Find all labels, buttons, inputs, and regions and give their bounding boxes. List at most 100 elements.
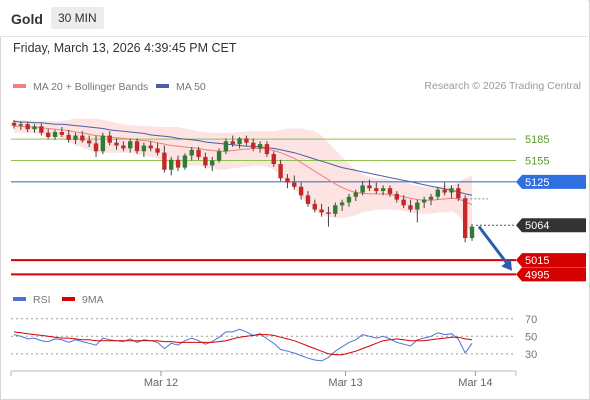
candle [312,199,317,213]
timeframe-button[interactable]: 30 MIN [51,7,104,29]
candle [367,179,372,192]
candle [93,135,99,157]
ma50-swatch-icon [156,84,169,89]
candle [428,193,434,206]
candle [100,132,106,155]
candle-body [32,126,37,130]
candle [271,151,276,167]
candle-body [298,186,304,196]
candle-body [210,160,215,166]
candle [32,124,37,133]
last-price-tag [516,218,586,233]
candle [73,132,78,145]
candle-body [435,189,441,197]
candle [107,131,112,146]
candle [189,146,194,161]
ma50-line [13,120,473,196]
candle-body [93,143,99,152]
legend-ma50-label: MA 50 [176,81,206,93]
candle-body [45,132,51,137]
candle-body [346,196,352,203]
level-label-5155: 5155 [525,155,549,167]
candle-body [257,144,263,149]
candle-body [59,132,65,135]
candle [121,141,126,152]
candle [134,138,140,155]
candle-body [380,188,386,192]
candle [408,199,413,213]
candle-body [415,202,420,210]
candle-body [278,164,283,179]
candle [360,181,365,196]
candle-body [148,145,153,149]
legend-9ma-label: 9MA [82,294,104,306]
candle-body [292,182,297,187]
candle [230,135,235,147]
candle-body [39,126,44,133]
level-label-4995: 4995 [525,269,549,281]
candle-body [114,142,119,146]
level-tag-5015 [516,253,586,268]
forecast-arrow-shaft [477,225,510,266]
legend-rsi-label: RSI [33,294,51,306]
candle [394,191,400,203]
candle [278,159,283,182]
candle [339,199,345,211]
candle-body [264,144,270,155]
candle [223,138,229,155]
candle [203,152,208,169]
candle [39,123,44,136]
candle-body [319,209,324,213]
candle [45,129,51,140]
candle-body [66,134,71,140]
candle-body [52,132,58,137]
candle-body [128,141,133,149]
candle-body [251,142,256,149]
candle-body [203,156,208,166]
candle-body [25,124,30,130]
candle [114,138,119,150]
candle-body [462,198,468,239]
rsi-tick-label-50: 50 [525,331,537,343]
candle-body [121,145,126,149]
candle [462,195,468,243]
candle [326,206,331,227]
level-label-5125: 5125 [525,177,549,189]
candle [175,155,181,172]
candle [401,195,406,209]
candle-body [387,188,393,194]
candle-body [11,122,17,126]
candle-body [196,149,201,157]
candle-body [73,135,78,140]
candle-body [401,199,406,206]
candle-body [374,188,379,192]
candle [333,202,338,217]
candle [435,186,441,200]
level-label-5185: 5185 [525,134,549,146]
x-tick-label: Mar 14 [458,377,492,389]
candle [169,156,174,176]
candle [305,191,311,207]
9ma-swatch-icon [62,297,75,302]
legend-ma50: MA 50 [156,80,206,94]
candle-body [134,141,140,152]
candle-body [169,159,174,170]
candle [80,131,85,143]
candle [141,142,147,157]
candle [251,138,256,152]
candle-body [421,199,427,203]
candle [449,185,454,199]
rsi-swatch-icon [13,297,26,302]
forecast-arrow-head-icon [501,259,512,271]
candle-body [230,141,235,145]
candle [257,141,263,153]
candle [86,135,92,147]
candle [66,129,71,143]
candle-body [80,135,85,141]
rsi-line [13,328,473,362]
candle-body [469,226,475,239]
candle-body [408,205,413,210]
candle [387,185,393,197]
last-price-label: 5064 [525,220,549,232]
